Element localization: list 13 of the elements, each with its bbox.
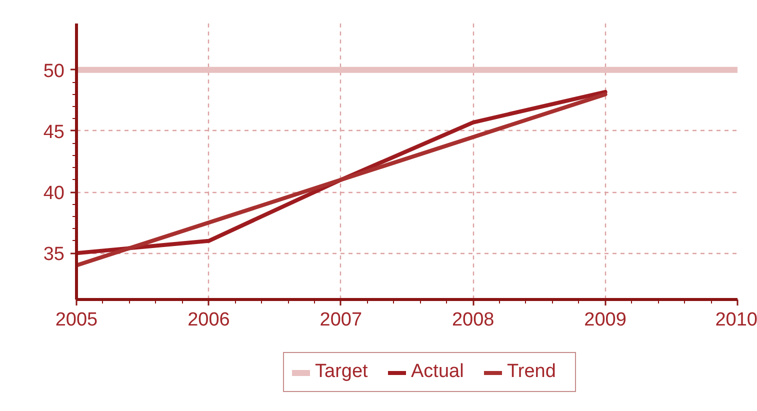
x-tick-label: 2007 [320,310,362,330]
x-tick-label: 2009 [584,310,626,330]
y-tick-label: 35 [43,244,65,266]
x-tick-label: 2010 [715,310,757,330]
y-tick-label: 40 [43,183,65,204]
legend-label: Target [315,361,369,383]
legend-label: Trend [507,361,557,383]
y-tick-label: 50 [43,60,65,82]
x-tick-label: 2005 [55,310,98,330]
x-tick-label: 2008 [452,310,494,330]
y-tick-label: 45 [43,122,65,143]
x-tick-label: 2006 [188,310,230,330]
legend-label: Actual [411,361,465,383]
